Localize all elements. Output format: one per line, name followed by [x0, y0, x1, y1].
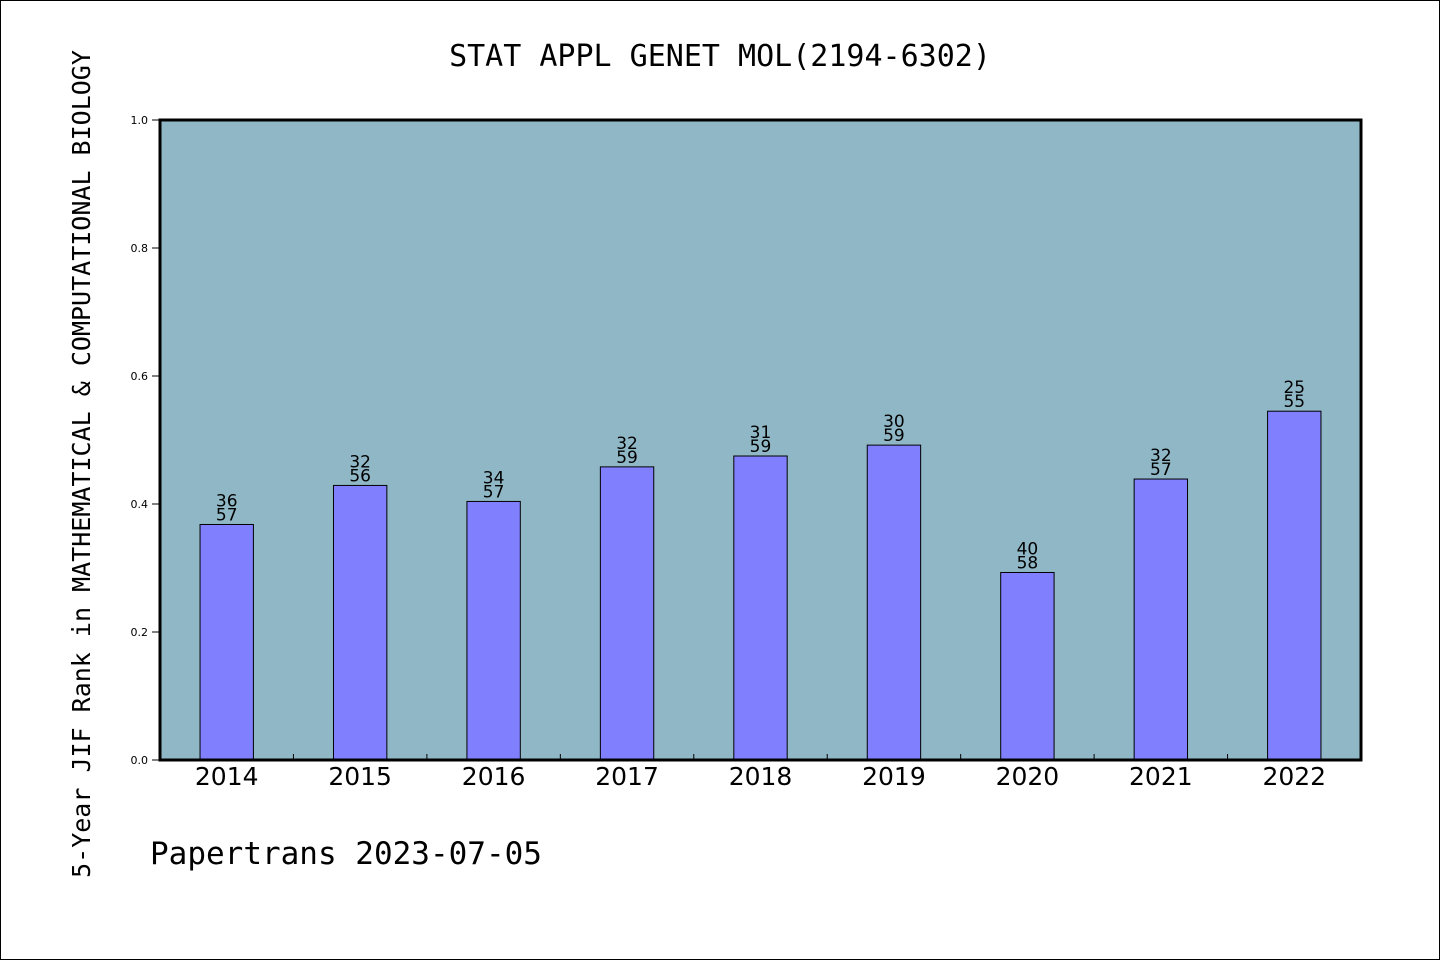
bar-total-label: 59: [616, 448, 638, 468]
bar-rank-label: 32: [1150, 446, 1172, 466]
y-tick-label: 0.2: [131, 626, 149, 639]
x-tick-label: 2015: [328, 762, 392, 791]
x-tick-label: 2019: [862, 762, 926, 791]
bar-total-label: 59: [750, 437, 772, 457]
y-tick-label: 0.4: [131, 498, 149, 511]
x-tick-label: 2021: [1129, 762, 1193, 791]
bar-rank-label: 40: [1017, 539, 1039, 559]
bar-rank-label: 36: [216, 491, 238, 511]
x-tick-label: 2022: [1262, 762, 1326, 791]
footer-credit: Papertrans 2023-07-05: [150, 836, 542, 872]
bar-total-label: 57: [483, 482, 505, 502]
bar-2020: [1000, 571, 1055, 761]
bar-rank-label: 30: [883, 412, 905, 432]
y-tick-label: 0.0: [131, 754, 149, 767]
bar-rank-label: 32: [349, 452, 371, 472]
bar-2022: [1267, 410, 1322, 761]
x-tick-label: 2020: [996, 762, 1060, 791]
bar-total-label: 57: [1150, 460, 1172, 480]
y-tick-label: 0.6: [131, 370, 149, 383]
bars-group: [199, 410, 1322, 761]
bar-2015: [332, 484, 388, 761]
y-axis-label: 5-Year JIF Rank in MATHEMATICAL & COMPUT…: [67, 50, 96, 878]
bar-rank-label: 31: [750, 423, 772, 443]
chart-title: STAT APPL GENET MOL(2194-6302): [449, 39, 991, 74]
bar-total-label: 59: [883, 426, 905, 446]
bar-total-label: 57: [216, 505, 238, 525]
x-tick-label: 2014: [195, 762, 259, 791]
bar-2021: [1133, 478, 1189, 761]
bar-2018: [733, 455, 788, 761]
x-tick-label: 2018: [729, 762, 793, 791]
y-ticks-group: 0.0 0.2 0.4 0.6 0.8 1.0: [131, 114, 160, 767]
bar-2014: [199, 523, 254, 761]
plot-border: [158, 118, 1363, 762]
bar-2016: [466, 500, 521, 761]
bar-total-label: 58: [1017, 553, 1039, 573]
x-tick-label: 2017: [595, 762, 659, 791]
y-tick-label: 0.8: [131, 242, 149, 255]
x-tick-label: 2016: [462, 762, 526, 791]
bar-rank-label: 25: [1283, 378, 1305, 398]
bar-2017: [599, 466, 655, 761]
bar-total-label: 56: [349, 466, 371, 486]
x-ticks-group: 2014 2015 2016 2017 2018 2019 2020 2021 2022: [195, 754, 1326, 791]
bar-total-label: 55: [1283, 392, 1305, 412]
bar-rank-label: 34: [483, 468, 505, 488]
bar-rank-label: 32: [616, 434, 638, 454]
bar-2019: [866, 444, 922, 761]
y-tick-label: 1.0: [131, 114, 149, 127]
